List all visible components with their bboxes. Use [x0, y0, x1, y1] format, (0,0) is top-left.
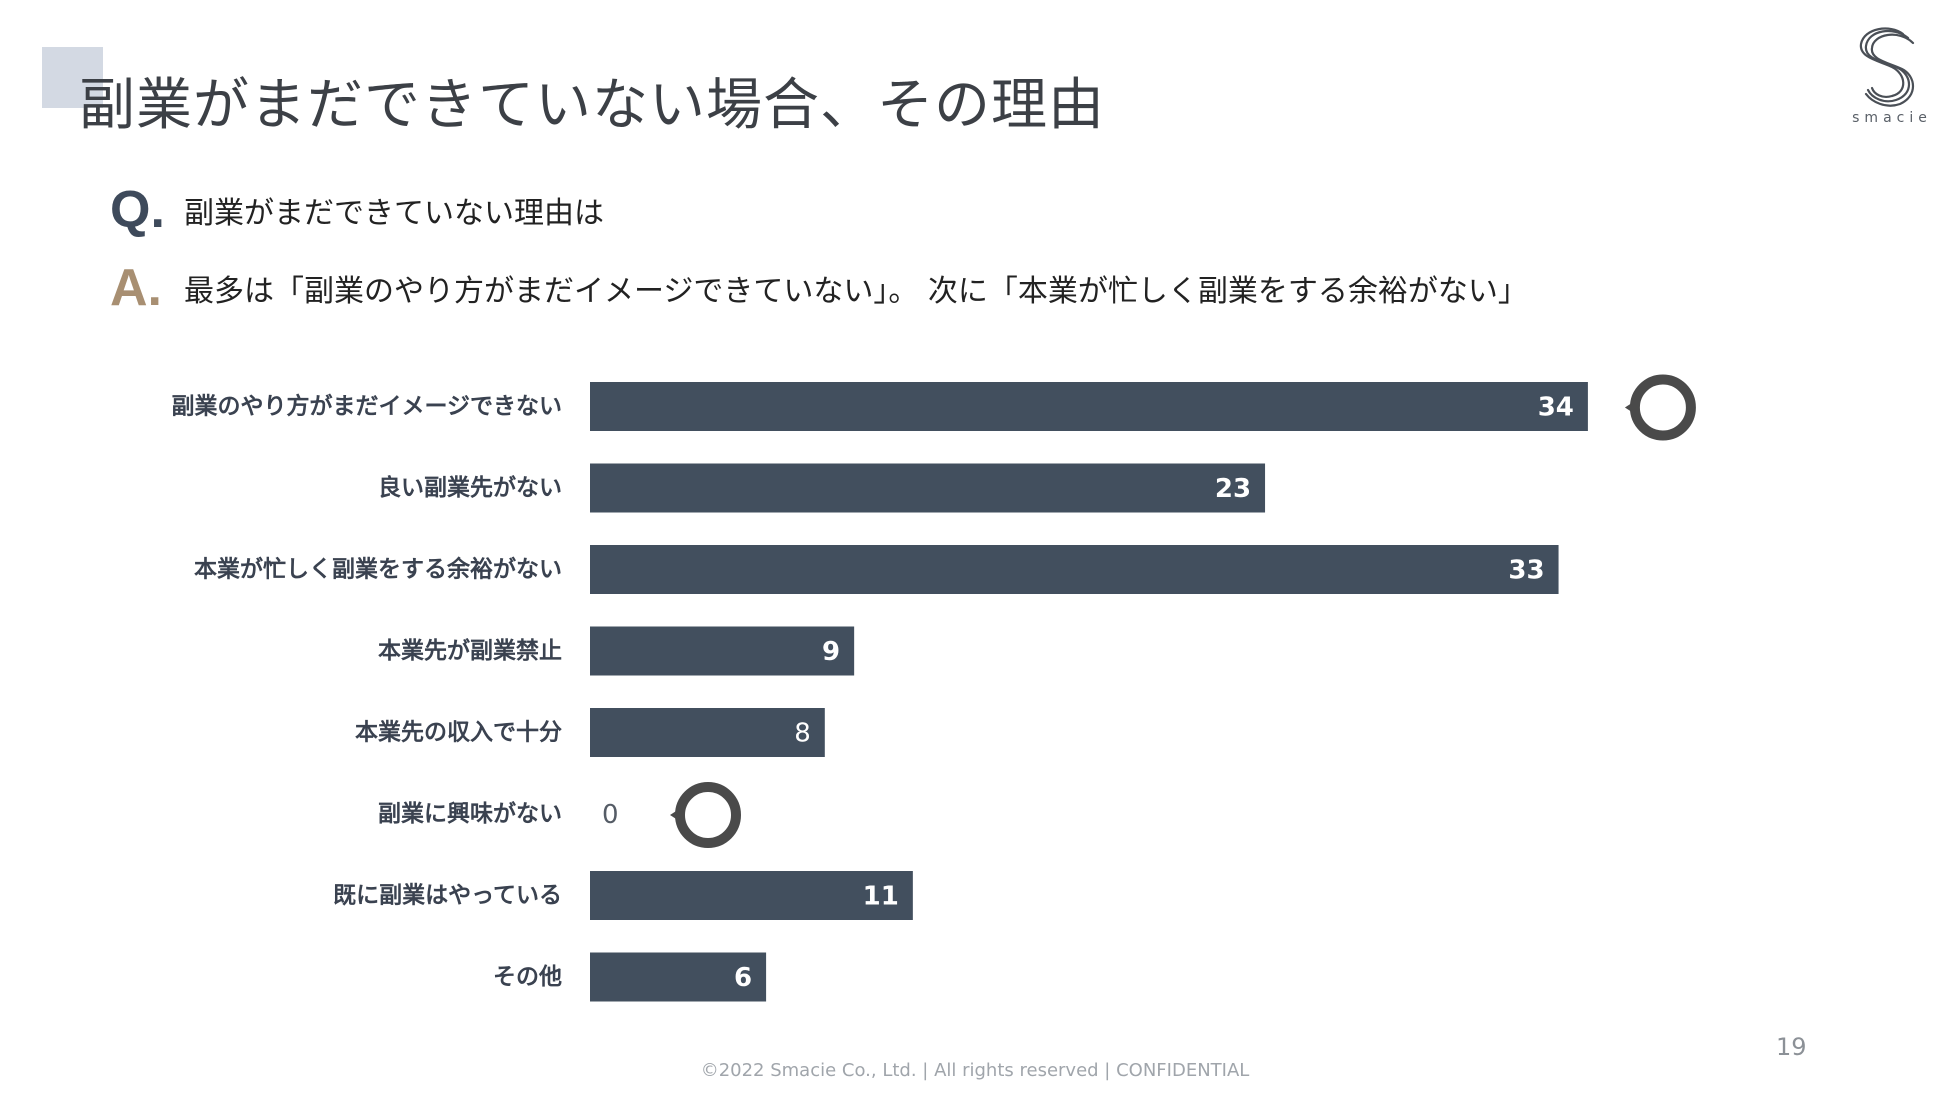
category-label: 本業が忙しく副業をする余裕がない	[194, 556, 562, 583]
bar	[590, 708, 825, 757]
chart-svg: 副業のやり方がまだイメージできない 34 良い副業先がない 23 本業が忙しく副業をする…	[171, 374, 1696, 1002]
value-label: 23	[1215, 474, 1251, 504]
value-label: 34	[1538, 393, 1574, 423]
bar	[590, 463, 1266, 513]
highlight-callout-marker	[1624, 374, 1696, 441]
page-number: 19	[1776, 1033, 1807, 1061]
bar	[590, 952, 767, 1002]
value-label: 33	[1508, 556, 1544, 586]
question-text: 副業がまだできていない理由は	[184, 196, 604, 231]
reason-bar-chart: 副業のやり方がまだイメージできない 34 良い副業先がない 23 本業が忙しく副業をする…	[0, 360, 1950, 1020]
value-label: 6	[734, 963, 752, 993]
bar	[590, 626, 855, 676]
category-label: その他	[493, 964, 562, 990]
bar	[590, 382, 1588, 431]
answer-row: A. 最多は「副業のやり方がまだイメージできていない」。 次に「本業が忙しく副業…	[110, 258, 1528, 318]
category-label: 良い副業先がない	[378, 474, 562, 501]
page-title: 副業がまだできていない場合、その理由	[79, 73, 1105, 138]
footer-copyright: ©2022 Smacie Co., Ltd. | All rights rese…	[700, 1060, 1250, 1081]
smacie-logo-icon	[1859, 27, 1915, 107]
answer-text: 最多は「副業のやり方がまだイメージできていない」。 次に「本業が忙しく副業をする…	[184, 274, 1528, 309]
question-mark-label: Q.	[110, 181, 165, 239]
company-logo: smacie	[1842, 24, 1942, 134]
title-accent-block	[42, 47, 103, 108]
value-label: 11	[863, 882, 899, 912]
highlight-callout-marker	[670, 782, 741, 848]
category-label: 既に副業はやっている	[333, 882, 562, 909]
category-label: 副業に興味がない	[378, 800, 562, 827]
question-row: Q. 副業がまだできていない理由は	[110, 180, 604, 240]
bar	[590, 871, 913, 920]
value-label: 8	[794, 719, 811, 749]
category-label: 本業先の収入で十分	[355, 719, 562, 746]
answer-mark-label: A.	[110, 259, 162, 317]
bar	[590, 545, 1559, 594]
logo-wordmark: smacie	[1852, 110, 1932, 126]
category-label: 本業先が副業禁止	[378, 637, 562, 664]
category-label: 副業のやり方がまだイメージできない	[171, 393, 562, 420]
value-label: 0	[602, 800, 619, 830]
value-label: 9	[822, 637, 840, 667]
